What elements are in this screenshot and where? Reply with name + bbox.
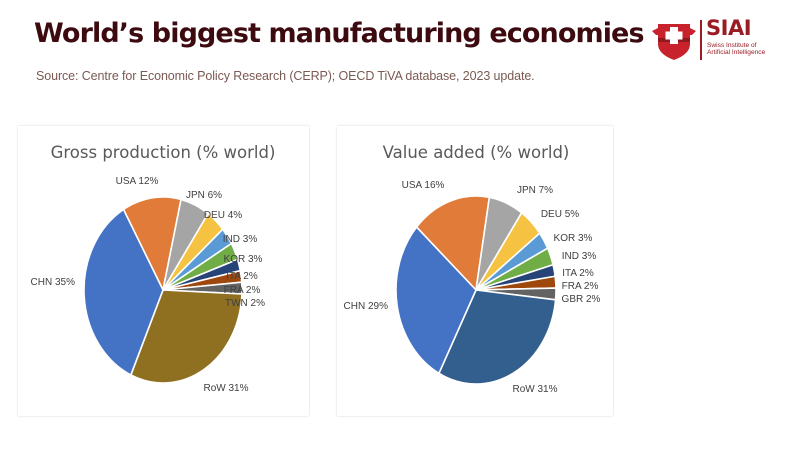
data-label-row: RoW 31% — [512, 384, 557, 395]
siai-logo: SIAI Swiss Institute of Artificial Intel… — [648, 16, 788, 62]
data-label-ita: ITA 2% — [226, 271, 258, 282]
pie-slice-row — [438, 289, 557, 385]
chart-title: Value added (% world) — [383, 143, 570, 162]
data-label-chn: CHN 29% — [344, 301, 389, 312]
data-label-ind: IND 3% — [223, 234, 258, 245]
pie-slices — [83, 196, 243, 384]
data-label-fra: FRA 2% — [224, 285, 261, 296]
data-label-jpn: JPN 7% — [517, 185, 553, 196]
value-added-chart: Value added (% world) USA 16% JPN 7% DEU 5… — [337, 126, 613, 416]
pie-slice-usa — [122, 196, 182, 291]
data-label-fra: FRA 2% — [562, 281, 599, 292]
pie-slice-chn — [395, 226, 477, 375]
data-label-jpn: JPN 6% — [186, 190, 222, 201]
value-added-pie: Value added (% world) USA 16% JPN 7% DEU 5… — [344, 143, 601, 395]
data-label-twn: TWN 2% — [225, 298, 265, 309]
source-note: Source: Centre for Economic Policy Resea… — [36, 69, 535, 83]
shield-cross-icon — [652, 24, 696, 60]
logo-subtitle: Swiss Institute of Artificial Intelligen… — [707, 42, 765, 56]
data-label-ita: ITA 2% — [562, 268, 594, 279]
pie-slice-chn — [83, 208, 164, 376]
gross-production-chart: Gross production (% world) USA 12% JPN 6%… — [18, 126, 309, 416]
page-title: World’s biggest manufacturing economies — [34, 18, 645, 49]
logo-subtitle-line2: Artificial Intelligence — [707, 49, 766, 56]
pie-slices — [395, 195, 557, 385]
chart-title: Gross production (% world) — [51, 143, 276, 162]
gross-production-pie: Gross production (% world) USA 12% JPN 6%… — [31, 143, 276, 394]
data-label-chn: CHN 35% — [31, 277, 76, 288]
pie-slice-row — [130, 289, 243, 384]
data-label-kor: KOR 3% — [554, 233, 593, 244]
pie-labels: USA 16% JPN 7% DEU 5% KOR 3% IND 3% ITA 2% FRA… — [344, 180, 601, 395]
data-label-usa: USA 16% — [402, 180, 445, 191]
data-label-usa: USA 12% — [116, 176, 159, 187]
logo-subtitle-line1: Swiss Institute of — [707, 42, 757, 49]
logo-divider — [700, 20, 702, 60]
data-label-row: RoW 31% — [203, 383, 248, 394]
data-label-deu: DEU 4% — [204, 210, 242, 221]
pie-slice-usa — [415, 195, 491, 291]
data-label-deu: DEU 5% — [541, 209, 579, 220]
data-label-gbr: GBR 2% — [562, 294, 601, 305]
data-label-ind: IND 3% — [562, 251, 597, 262]
pie-labels: USA 12% JPN 6% DEU 4% IND 3% KOR 3% ITA 2% FRA… — [31, 176, 266, 394]
logo-wordmark: SIAI — [706, 16, 752, 40]
data-label-kor: KOR 3% — [224, 254, 263, 265]
